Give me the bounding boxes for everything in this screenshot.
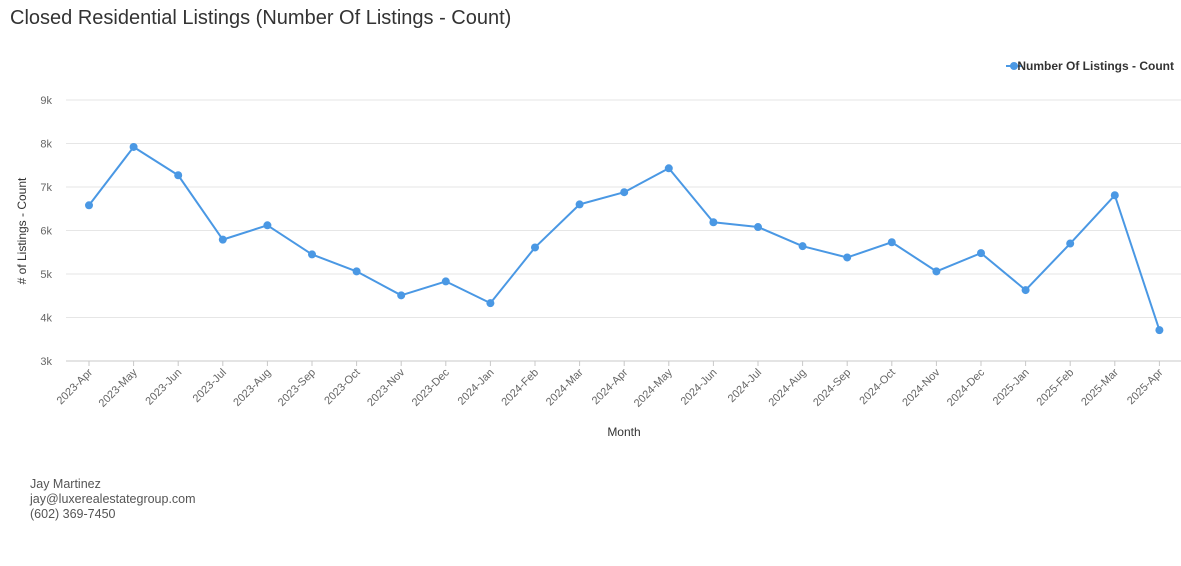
- x-tick-label: 2024-Feb: [499, 367, 541, 409]
- data-point[interactable]: [664, 164, 673, 173]
- data-point[interactable]: [798, 242, 807, 251]
- data-point[interactable]: [352, 267, 361, 276]
- x-tick-label: 2025-Mar: [1079, 366, 1121, 408]
- y-tick-label: 5k: [40, 269, 52, 281]
- data-point[interactable]: [308, 250, 316, 259]
- x-axis-ticks: 2023-Apr 2023-May 2023-Jun 2023-Jul 2023-Aug…: [55, 361, 1166, 410]
- y-tick-label: 4k: [40, 313, 52, 325]
- x-tick-label: 2025-Jan: [991, 367, 1032, 408]
- x-tick-label: 2024-Nov: [900, 366, 943, 409]
- agent-email: jay@luxerealestategroup.com: [30, 492, 196, 506]
- agent-phone: (602) 369-7450: [30, 507, 116, 521]
- x-tick-label: 2024-Mar: [544, 366, 586, 408]
- series-layer: [85, 142, 1164, 335]
- x-tick-label: 2024-May: [632, 366, 675, 409]
- x-axis-title: Month: [607, 425, 640, 439]
- x-tick-label: 2024-Jul: [726, 367, 764, 405]
- data-point[interactable]: [1155, 326, 1164, 335]
- legend-marker-icon: [1010, 62, 1018, 70]
- x-tick-label: 2024-Aug: [766, 367, 808, 409]
- data-point[interactable]: [843, 253, 852, 262]
- x-tick-label: 2024-Jan: [456, 367, 497, 408]
- data-point[interactable]: [486, 299, 495, 308]
- x-tick-label: 2023-Sep: [276, 367, 318, 409]
- data-point[interactable]: [1021, 286, 1030, 295]
- agent-name: Jay Martinez: [30, 477, 101, 491]
- agent-contact: Jay Martinez jay@luxerealestategroup.com…: [30, 477, 196, 522]
- data-point[interactable]: [129, 142, 138, 151]
- data-point[interactable]: [1066, 239, 1075, 248]
- data-point[interactable]: [531, 243, 539, 252]
- legend-label: Number Of Listings - Count: [1017, 59, 1174, 73]
- data-point[interactable]: [575, 200, 584, 209]
- x-tick-label: 2024-Oct: [857, 367, 897, 407]
- x-tick-label: 2025-Apr: [1125, 366, 1166, 407]
- data-point[interactable]: [397, 291, 406, 300]
- gridlines: [66, 99, 1181, 318]
- data-point[interactable]: [709, 218, 718, 227]
- y-tick-label: 7k: [40, 182, 52, 194]
- data-point[interactable]: [218, 235, 227, 244]
- data-point[interactable]: [441, 277, 450, 286]
- data-point[interactable]: [932, 267, 941, 276]
- data-point[interactable]: [1110, 191, 1119, 200]
- x-tick-label: 2024-Sep: [811, 367, 853, 409]
- data-point[interactable]: [263, 221, 272, 230]
- y-tick-label: 6k: [40, 226, 52, 238]
- y-tick-label: 9k: [40, 95, 52, 107]
- x-tick-label: 2025-Feb: [1035, 367, 1077, 409]
- y-axis-title: # of Listings - Count: [15, 177, 29, 284]
- x-tick-label: 2023-Oct: [322, 367, 362, 407]
- y-tick-label: 3k: [40, 356, 52, 368]
- y-axis-ticks: 3k 4k 5k 6k 7k 8k 9k: [40, 95, 52, 368]
- x-tick-label: 2023-Aug: [231, 367, 273, 409]
- data-point[interactable]: [620, 188, 629, 197]
- x-tick-label: 2024-Jun: [679, 367, 720, 408]
- data-point[interactable]: [174, 171, 183, 180]
- x-tick-label: 2023-Dec: [410, 366, 453, 409]
- data-point[interactable]: [85, 201, 93, 210]
- x-tick-label: 2023-Apr: [55, 366, 96, 407]
- data-point[interactable]: [754, 223, 762, 232]
- series-line: [88, 145, 1161, 331]
- data-point[interactable]: [977, 249, 985, 258]
- x-tick-label: 2023-Jul: [191, 367, 229, 405]
- x-tick-label: 2023-Jun: [143, 367, 184, 408]
- y-tick-label: 8k: [40, 139, 52, 151]
- x-tick-label: 2024-Dec: [945, 366, 988, 409]
- chart-title: Closed Residential Listings (Number Of L…: [10, 7, 512, 29]
- x-tick-label: 2024-Apr: [590, 366, 631, 407]
- x-tick-label: 2023-Nov: [365, 366, 408, 409]
- x-tick-label: 2023-May: [97, 366, 140, 409]
- legend[interactable]: Number Of Listings - Count: [1006, 59, 1174, 73]
- data-point[interactable]: [887, 238, 896, 247]
